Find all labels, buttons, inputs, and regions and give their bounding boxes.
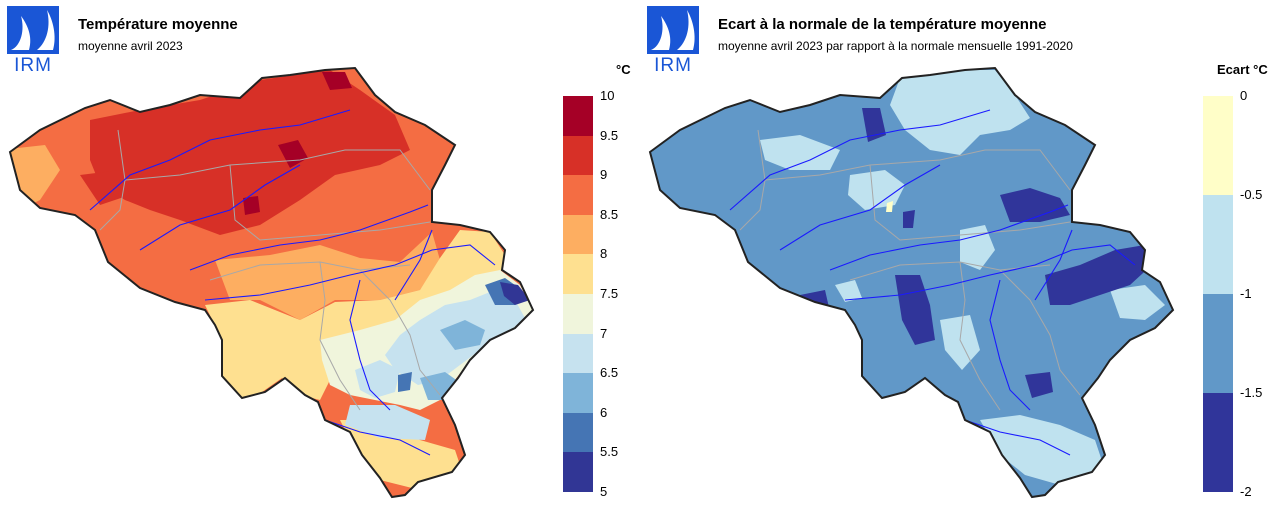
color-scale-segment bbox=[563, 96, 593, 136]
scale-tick-label: 7 bbox=[600, 325, 608, 341]
scale-tick-label: 5.5 bbox=[600, 444, 619, 460]
belgium-temperature-map bbox=[9, 67, 534, 498]
zone-6p5-7-ardennes bbox=[355, 360, 400, 398]
scale-tick-label: -2 bbox=[1240, 484, 1252, 499]
scale-tick-label: 5 bbox=[600, 484, 608, 499]
color-scale-segment bbox=[563, 254, 593, 294]
scale-tick-label: 9 bbox=[600, 167, 608, 183]
zone-9-9p5 bbox=[90, 70, 410, 235]
zone-7p5-8-gaume bbox=[340, 420, 465, 490]
scale-tick-label: 9.5 bbox=[600, 127, 619, 143]
scale-tick-label: 8.5 bbox=[600, 206, 619, 222]
scale-tick-label: 6 bbox=[600, 404, 608, 420]
color-scale-segment bbox=[563, 135, 593, 176]
color-scale-segment bbox=[563, 452, 593, 492]
scale-tick-label: -1.5 bbox=[1240, 385, 1263, 400]
zone-6p5-7-gaume bbox=[345, 405, 430, 440]
zone-minus1-minus0p5-north bbox=[890, 70, 1030, 155]
zone-minus1-minus0p5-gaume bbox=[980, 415, 1105, 485]
color-scale-segment bbox=[563, 333, 593, 374]
zone-minus2-minus1p5-limburg bbox=[1000, 188, 1070, 222]
map-subtitle: moyenne avril 2023 par rapport à la norm… bbox=[718, 39, 1073, 53]
scale-tick-label: -1 bbox=[1240, 286, 1252, 301]
rivers bbox=[729, 109, 1136, 456]
color-scale-segment bbox=[1203, 195, 1233, 294]
zone-9-9p5-west bbox=[80, 170, 130, 205]
temperature-color-scale bbox=[563, 96, 593, 492]
belgium-anomaly-map bbox=[649, 67, 1174, 498]
irm-logo-text: IRM bbox=[14, 55, 52, 72]
zone-5p5-6-ardennes bbox=[398, 372, 412, 392]
scale-tick-label: -0.5 bbox=[1240, 187, 1263, 202]
zone-minus1-minus0p5-ardennes bbox=[940, 315, 980, 370]
irm-logo: IRM bbox=[647, 6, 699, 72]
color-scale-segment bbox=[563, 373, 593, 413]
zone-minus1-minus0p5-east bbox=[1110, 285, 1165, 320]
color-scale-segment bbox=[563, 293, 593, 334]
color-scale-segment bbox=[563, 412, 593, 453]
zone-minus2-minus1p5-brabant bbox=[903, 210, 915, 228]
zone-9p5-10-center bbox=[243, 196, 260, 215]
color-scale-segment bbox=[1203, 294, 1233, 393]
scale-tick-label: 7.5 bbox=[600, 286, 619, 301]
province-borders bbox=[739, 129, 1081, 411]
province-borders bbox=[99, 129, 441, 411]
zone-9p5-10-north bbox=[322, 72, 352, 90]
scale-tick-label: 10 bbox=[600, 88, 615, 103]
zone-minus1-minus0p5-center bbox=[848, 170, 905, 210]
color-scale-segment bbox=[563, 214, 593, 255]
zone-9p5-10-brussels bbox=[278, 140, 308, 168]
zone-minus1-minus0p5-namur bbox=[960, 225, 995, 270]
legend-unit: °C bbox=[616, 62, 631, 77]
temperature-map-panel: IRM Température moyenne moyenne avril 20… bbox=[7, 6, 631, 499]
irm-logo: IRM bbox=[7, 6, 59, 72]
map-title: Ecart à la normale de la température moy… bbox=[718, 16, 1047, 33]
zone-minus2-minus1p5-hainaut bbox=[800, 290, 830, 325]
color-scale-segment bbox=[563, 175, 593, 215]
zone-6-6p5 bbox=[440, 320, 485, 350]
zone-minus1-minus0p5-west bbox=[760, 135, 840, 170]
zone-5-5p5 bbox=[500, 282, 530, 305]
rivers bbox=[89, 109, 496, 456]
legend-unit: Ecart °C bbox=[1217, 62, 1268, 77]
zone-minus2-minus1p5-ardennes bbox=[1025, 372, 1053, 398]
zone-minus0p5-0 bbox=[886, 201, 893, 212]
anomaly-map-panel: IRM Ecart à la normale de la température… bbox=[640, 0, 1280, 507]
zone-8-8p5-south bbox=[215, 232, 440, 320]
color-scale-segment bbox=[1203, 393, 1233, 492]
anomaly-color-scale bbox=[1203, 96, 1233, 492]
map-title: Température moyenne bbox=[78, 16, 238, 33]
scale-tick-label: 8 bbox=[600, 246, 608, 262]
color-scale-segment bbox=[1203, 96, 1233, 195]
irm-logo-text: IRM bbox=[654, 55, 692, 72]
zone-minus2-minus1p5-east bbox=[1045, 245, 1155, 305]
map-subtitle: moyenne avril 2023 bbox=[78, 39, 183, 53]
zone-minus1-minus0p5-hainaut bbox=[835, 280, 862, 302]
zone-7p5-8 bbox=[205, 230, 505, 400]
zone-minus2-minus1p5-center-south bbox=[895, 275, 935, 345]
scale-tick-label: 6.5 bbox=[600, 365, 619, 381]
scale-tick-label: 0 bbox=[1240, 88, 1248, 103]
